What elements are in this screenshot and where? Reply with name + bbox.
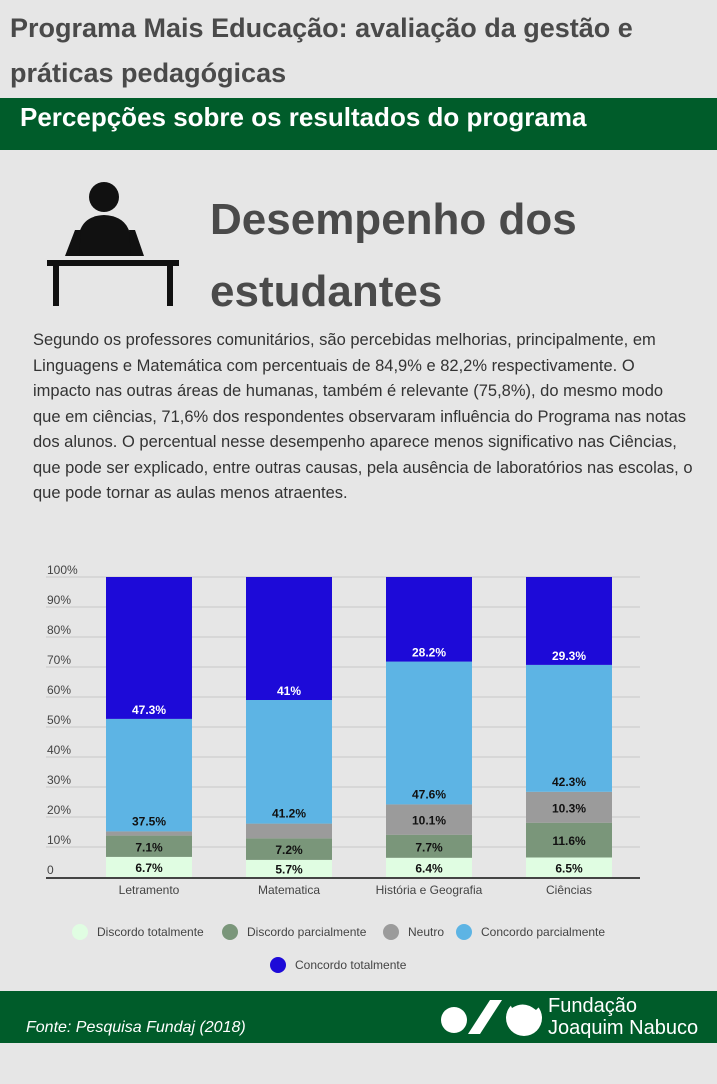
data-label: 42.3% bbox=[552, 775, 586, 789]
bar-segment bbox=[106, 835, 192, 857]
data-label: 41% bbox=[277, 684, 301, 698]
data-label: 47.6% bbox=[412, 787, 446, 801]
y-tick-label: 100% bbox=[47, 563, 78, 577]
section-band: Percepções sobre os resultados do progra… bbox=[0, 98, 717, 150]
bar-segment bbox=[526, 791, 612, 823]
data-label: 28.2% bbox=[412, 646, 446, 660]
bar-segment bbox=[106, 831, 192, 836]
y-tick-label: 50% bbox=[47, 713, 71, 727]
y-tick-label: 70% bbox=[47, 653, 71, 667]
source-note: Fonte: Pesquisa Fundaj (2018) bbox=[26, 1019, 246, 1036]
y-tick-label: 80% bbox=[47, 623, 71, 637]
bar-segment bbox=[526, 822, 612, 858]
bar-segment bbox=[246, 838, 332, 860]
data-label: 37.5% bbox=[132, 814, 166, 828]
page-title: Programa Mais Educação: avaliação da ges… bbox=[10, 13, 633, 88]
bar-segment bbox=[526, 857, 612, 877]
bar-segment bbox=[106, 577, 192, 719]
logo-line-2: Joaquim Nabuco bbox=[548, 1017, 699, 1039]
legend-item: Concordo parcialmente bbox=[456, 924, 605, 940]
legend-swatch bbox=[383, 924, 399, 940]
y-tick-label: 10% bbox=[47, 833, 71, 847]
topic-title: Desempenho dos estudantes bbox=[210, 195, 577, 316]
x-tick-label: Ciências bbox=[546, 883, 592, 897]
data-label: 41.2% bbox=[272, 807, 306, 821]
data-label: 10.3% bbox=[552, 801, 586, 815]
data-label: 6.4% bbox=[415, 861, 443, 875]
legend-label: Concordo totalmente bbox=[295, 958, 407, 972]
data-label: 7.2% bbox=[275, 843, 303, 857]
legend-item: Concordo totalmente bbox=[270, 957, 406, 973]
section-title: Percepções sobre os resultados do progra… bbox=[20, 102, 587, 132]
legend-item: Discordo totalmente bbox=[72, 924, 204, 940]
legend-swatch bbox=[270, 957, 286, 973]
bar-segment bbox=[386, 857, 472, 877]
x-tick-label: Matematica bbox=[258, 883, 320, 897]
y-tick-label: 20% bbox=[47, 803, 71, 817]
data-label: 10.1% bbox=[412, 814, 446, 828]
bar-segment bbox=[246, 823, 332, 839]
bar-segment bbox=[526, 664, 612, 792]
logo-text: Fundação Joaquim Nabuco bbox=[548, 995, 698, 1039]
y-tick-label: 60% bbox=[47, 683, 71, 697]
bar-segment bbox=[386, 834, 472, 858]
legend-item: Discordo parcialmente bbox=[222, 924, 366, 940]
bar-segment bbox=[526, 577, 612, 665]
data-label: 7.7% bbox=[415, 840, 443, 854]
bar-segment bbox=[246, 859, 332, 877]
footer: Fonte: Pesquisa Fundaj (2018) Fundação Jo… bbox=[0, 991, 717, 1043]
data-label: 47.3% bbox=[132, 703, 166, 717]
bar-segment bbox=[246, 577, 332, 700]
data-label: 5.7% bbox=[275, 862, 303, 876]
x-tick-label: Letramento bbox=[119, 883, 180, 897]
bar-segment bbox=[246, 700, 332, 824]
data-label: 29.3% bbox=[552, 649, 586, 663]
data-label: 6.7% bbox=[135, 861, 163, 875]
student-at-desk-icon bbox=[47, 182, 179, 306]
legend-label: Concordo parcialmente bbox=[481, 925, 606, 939]
legend-label: Discordo totalmente bbox=[97, 925, 204, 939]
bar-segment bbox=[386, 804, 472, 835]
data-label: 6.5% bbox=[555, 861, 583, 875]
y-tick-label: 40% bbox=[47, 743, 71, 757]
legend-label: Neutro bbox=[408, 925, 445, 939]
bar-segment bbox=[386, 661, 472, 805]
data-label: 11.6% bbox=[552, 834, 586, 848]
description-paragraph: Segundo os professores comunitários, são… bbox=[33, 331, 693, 502]
bar-segment bbox=[106, 856, 192, 877]
logo-line-1: Fundação bbox=[548, 995, 637, 1017]
fundaj-logo bbox=[441, 999, 542, 1036]
y-tick-label: 30% bbox=[47, 773, 71, 787]
legend-label: Discordo parcialmente bbox=[247, 925, 367, 939]
stacked-bar-chart: 0 10% 20% 30% 40% 50% 60% 70% 80% 90% 100% 6.7% 7.1%… bbox=[46, 563, 640, 897]
bar-segment bbox=[106, 718, 192, 832]
y-tick-label: 0 bbox=[47, 863, 54, 877]
y-tick-label: 90% bbox=[47, 593, 71, 607]
legend-swatch bbox=[222, 924, 238, 940]
data-label: 7.1% bbox=[135, 840, 163, 854]
bar-segment bbox=[386, 577, 472, 662]
legend-swatch bbox=[72, 924, 88, 940]
x-tick-label: História e Geografia bbox=[376, 883, 483, 897]
legend-swatch bbox=[456, 924, 472, 940]
legend-item: Neutro bbox=[383, 924, 444, 940]
